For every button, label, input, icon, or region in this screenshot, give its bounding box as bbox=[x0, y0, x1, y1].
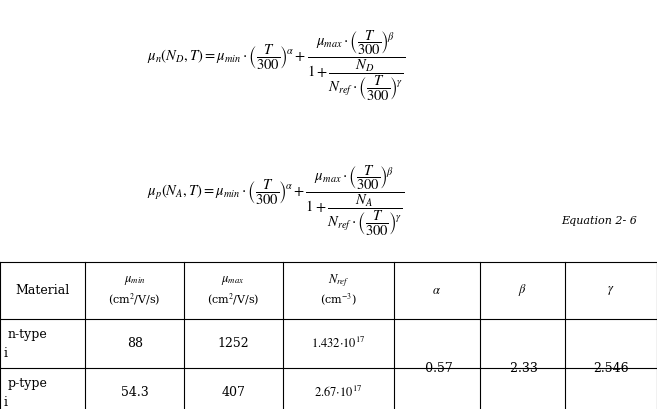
Text: 1252: 1252 bbox=[217, 337, 249, 350]
Text: (cm$^2$/V/s): (cm$^2$/V/s) bbox=[207, 291, 260, 308]
Text: 54.3: 54.3 bbox=[121, 386, 148, 399]
Text: -0.57: -0.57 bbox=[421, 362, 453, 375]
Text: Equation 2- 6: Equation 2- 6 bbox=[562, 216, 637, 226]
Bar bbox=[0, 262, 657, 409]
Text: (cm$^2$/V/s): (cm$^2$/V/s) bbox=[108, 291, 161, 308]
Text: (cm$^{-3}$): (cm$^{-3}$) bbox=[320, 291, 357, 308]
Text: $2.67{\cdot}10^{17}$: $2.67{\cdot}10^{17}$ bbox=[314, 385, 363, 400]
Text: 2.546: 2.546 bbox=[593, 362, 629, 375]
Text: $\beta$: $\beta$ bbox=[518, 282, 527, 299]
Text: $N_{ref}$: $N_{ref}$ bbox=[328, 272, 349, 288]
Text: $\mu_p(N_A,T) = \mu_{min} \cdot \left(\dfrac{T}{300}\right)^{\!\alpha} + \dfrac{: $\mu_p(N_A,T) = \mu_{min} \cdot \left(\d… bbox=[147, 164, 405, 238]
Text: i: i bbox=[3, 396, 7, 409]
Text: p-type: p-type bbox=[8, 377, 48, 390]
Text: Material: Material bbox=[16, 284, 70, 297]
Text: i: i bbox=[3, 347, 7, 360]
Text: $\mu_n(N_D,T) = \mu_{min} \cdot \left(\dfrac{T}{300}\right)^{\!\alpha} + \dfrac{: $\mu_n(N_D,T) = \mu_{min} \cdot \left(\d… bbox=[147, 29, 405, 103]
Text: -2.33: -2.33 bbox=[507, 362, 538, 375]
Text: $\alpha$: $\alpha$ bbox=[432, 284, 442, 297]
Text: $\mu_{min}$: $\mu_{min}$ bbox=[124, 274, 146, 287]
Text: $1.432{\cdot}10^{17}$: $1.432{\cdot}10^{17}$ bbox=[311, 336, 366, 351]
Text: n-type: n-type bbox=[8, 328, 48, 341]
Text: $\gamma$: $\gamma$ bbox=[607, 284, 615, 297]
Text: 88: 88 bbox=[127, 337, 143, 350]
Text: $\mu_{max}$: $\mu_{max}$ bbox=[221, 274, 245, 287]
Text: 407: 407 bbox=[221, 386, 245, 399]
